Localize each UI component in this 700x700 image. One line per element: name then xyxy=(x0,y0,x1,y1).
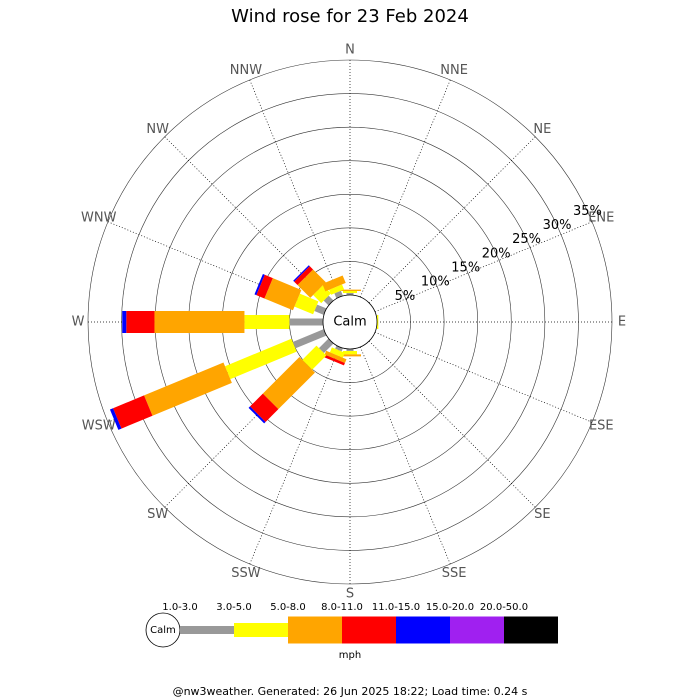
ring-label: 35% xyxy=(573,204,602,219)
wind-bar xyxy=(377,315,379,329)
wind-bar xyxy=(248,406,266,424)
legend-swatch xyxy=(342,616,396,644)
spoke xyxy=(368,136,536,304)
legend-label: 15.0-20.0 xyxy=(426,602,474,613)
spoke xyxy=(374,221,593,312)
direction-label: NW xyxy=(146,122,169,137)
wind-bar xyxy=(302,345,327,370)
wind-bar xyxy=(224,338,297,380)
direction-label: SSE xyxy=(442,566,467,581)
wind-bar xyxy=(329,347,345,358)
spoke xyxy=(249,346,340,565)
direction-label: WSW xyxy=(82,419,116,434)
legend-unit: mph xyxy=(339,650,361,661)
legend-label: 8.0-11.0 xyxy=(321,602,363,613)
wind-bar xyxy=(289,318,323,326)
wind-bar xyxy=(314,304,327,315)
direction-label: SSW xyxy=(231,566,261,581)
ring-label: 30% xyxy=(543,218,572,233)
wind-bar xyxy=(297,269,326,298)
direction-label: NNE xyxy=(440,63,468,78)
wind-bar xyxy=(256,274,273,299)
legend-swatch xyxy=(180,626,234,634)
wind-bar xyxy=(294,266,314,286)
direction-label: ENE xyxy=(588,210,614,225)
wind-bar xyxy=(343,351,357,355)
spoke xyxy=(360,79,451,298)
spoke xyxy=(368,340,536,508)
direction-label: E xyxy=(618,315,626,330)
wind-bar xyxy=(339,289,361,291)
wind-bar xyxy=(244,315,290,329)
wind-bar xyxy=(318,338,334,354)
legend-swatch xyxy=(450,616,504,644)
wind-bar xyxy=(346,292,354,295)
ring-label: 10% xyxy=(421,275,450,290)
legend-calm-label: Calm xyxy=(150,625,176,636)
legend-label: 1.0-3.0 xyxy=(162,602,197,613)
wind-bar xyxy=(323,354,345,366)
legend-label: 5.0-8.0 xyxy=(270,602,305,613)
direction-label: ESE xyxy=(589,419,614,434)
direction-label: N xyxy=(345,43,355,58)
wind-bar xyxy=(154,311,245,333)
legend-swatch xyxy=(288,616,342,644)
legend-label: 11.0-15.0 xyxy=(372,602,420,613)
wind-bar xyxy=(335,345,343,352)
wind-bar xyxy=(343,290,357,293)
direction-label: NE xyxy=(533,122,551,137)
direction-label: W xyxy=(72,315,85,330)
wind-bar xyxy=(144,362,232,416)
wind-bar xyxy=(323,295,334,306)
wind-bar xyxy=(109,408,122,430)
direction-label: S xyxy=(346,587,354,602)
ring-label: 5% xyxy=(395,289,416,304)
wind-bar xyxy=(329,284,345,295)
wind-bar xyxy=(292,329,327,349)
direction-label: WNW xyxy=(81,210,117,225)
legend-swatch xyxy=(234,623,288,637)
ring-label: 15% xyxy=(451,261,480,276)
chart-title: Wind rose for 23 Feb 2024 xyxy=(231,6,469,27)
spoke xyxy=(374,332,593,423)
ring-label: 20% xyxy=(482,246,511,261)
wind-bar xyxy=(294,293,319,315)
legend-label: 3.0-5.0 xyxy=(216,602,251,613)
calm-label: Calm xyxy=(333,315,366,330)
wind-bar xyxy=(126,311,155,333)
wind-bar xyxy=(250,393,279,422)
legend-label: 20.0-50.0 xyxy=(480,602,528,613)
wind-bar xyxy=(322,275,346,292)
wind-bar xyxy=(324,350,347,363)
wind-bar xyxy=(254,274,265,296)
direction-label: NNW xyxy=(230,63,262,78)
wind-bar xyxy=(122,311,127,333)
legend-swatch xyxy=(396,616,450,644)
wind-bar xyxy=(113,395,153,429)
wind-bar xyxy=(262,357,315,410)
direction-label: SE xyxy=(534,507,550,522)
calm-circle xyxy=(322,294,378,350)
spoke xyxy=(249,79,340,298)
footer: @nw3weather. Generated: 26 Jun 2025 18:2… xyxy=(173,685,528,698)
legend-swatch xyxy=(504,616,558,644)
ring-label: 25% xyxy=(512,232,541,247)
wind-bar xyxy=(346,349,354,352)
direction-label: SW xyxy=(147,507,168,522)
wind-bar xyxy=(293,265,310,282)
spoke xyxy=(360,346,451,565)
wind-bar xyxy=(339,354,361,357)
wind-bar xyxy=(264,278,302,311)
